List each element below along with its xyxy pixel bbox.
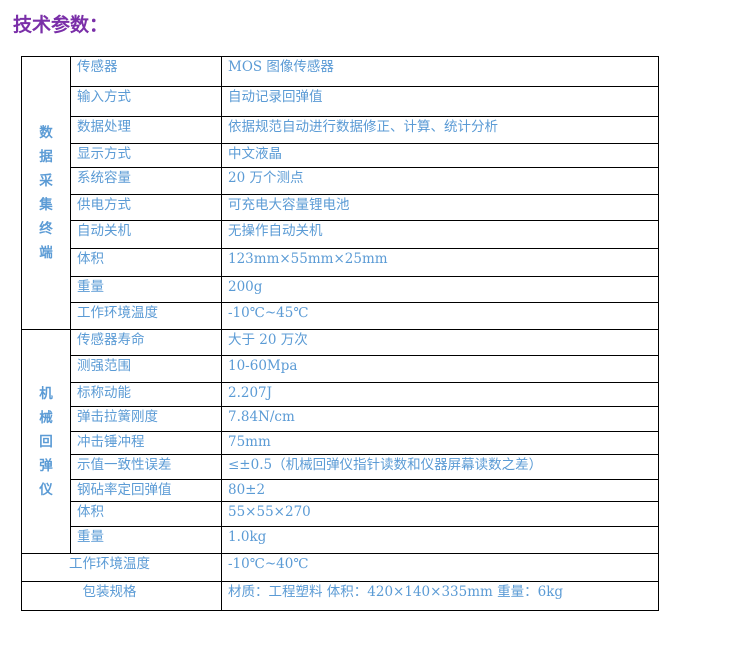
spec-row: 工作环境温度 -10℃~40℃ xyxy=(21,553,659,582)
param-name: 包装规格 xyxy=(21,581,222,611)
param-value: 1.0kg xyxy=(221,526,659,554)
param-name: 体积 xyxy=(70,248,222,277)
param-name: 输入方式 xyxy=(70,86,222,117)
group-label: 机械回弹仪 xyxy=(21,329,71,554)
param-value: 20 万个测点 xyxy=(221,167,659,195)
spec-row: 自动关机 无操作自动关机 xyxy=(22,220,659,249)
param-name: 标称动能 xyxy=(70,382,222,407)
spec-row: 体积 55×55×270 xyxy=(22,501,659,527)
param-name: 传感器寿命 xyxy=(70,329,222,356)
param-value: MOS 图像传感器 xyxy=(221,56,659,87)
section-title: 技术参数： xyxy=(13,14,109,36)
spec-row: 显示方式 中文液晶 xyxy=(22,143,659,168)
spec-row: 冲击锤冲程 75mm xyxy=(22,431,659,455)
spec-table: 数据采集终端 传感器 MOS 图像传感器 输入方式 自动记录回弹值 数据处理 依据规范自动进… xyxy=(21,56,659,611)
param-name: 钢砧率定回弹值 xyxy=(70,479,222,502)
param-name: 自动关机 xyxy=(70,220,222,249)
param-value: 7.84N/cm xyxy=(221,406,659,432)
spec-row: 测强范围 10-60Mpa xyxy=(22,355,659,383)
spec-row: 工作环境温度 -10℃~45℃ xyxy=(22,302,659,330)
param-name: 示值一致性误差 xyxy=(70,454,222,480)
spec-row: 示值一致性误差 ≤±0.5（机械回弹仪指针读数和仪器屏幕读数之差） xyxy=(22,454,659,480)
param-name: 系统容量 xyxy=(70,167,222,195)
param-value: 可充电大容量锂电池 xyxy=(221,194,659,221)
param-value: 依据规范自动进行数据修正、计算、统计分析 xyxy=(221,116,659,144)
spec-row: 供电方式 可充电大容量锂电池 xyxy=(22,194,659,221)
param-name: 工作环境温度 xyxy=(21,553,222,582)
param-name: 重量 xyxy=(70,526,222,554)
spec-row: 体积 123mm×55mm×25mm xyxy=(22,248,659,277)
group-label-text: 数据采集终端 xyxy=(39,125,53,261)
param-value: 自动记录回弹值 xyxy=(221,86,659,117)
spec-row: 弹击拉簧刚度 7.84N/cm xyxy=(22,406,659,432)
param-value: 75mm xyxy=(221,431,659,455)
param-name: 数据处理 xyxy=(70,116,222,144)
param-value: -10℃~40℃ xyxy=(221,553,659,582)
param-value: 55×55×270 xyxy=(221,501,659,527)
spec-row: 包装规格 材质：工程塑料 体积：420×140×335mm 重量：6kg xyxy=(21,581,659,611)
param-value: 2.207J xyxy=(221,382,659,407)
param-name: 弹击拉簧刚度 xyxy=(70,406,222,432)
param-name: 体积 xyxy=(70,501,222,527)
spec-row: 机械回弹仪 传感器寿命 大于 20 万次 xyxy=(21,329,659,554)
spec-row: 标称动能 2.207J xyxy=(22,382,659,407)
param-value: 200g xyxy=(221,276,659,303)
spec-row: 重量 200g xyxy=(22,276,659,303)
param-value: -10℃~45℃ xyxy=(221,302,659,330)
spec-row: 系统容量 20 万个测点 xyxy=(22,167,659,195)
spec-row: 输入方式 自动记录回弹值 xyxy=(22,86,659,117)
spec-row: 钢砧率定回弹值 80±2 xyxy=(22,479,659,502)
param-name: 重量 xyxy=(70,276,222,303)
param-value: 无操作自动关机 xyxy=(221,220,659,249)
param-value: 大于 20 万次 xyxy=(221,329,659,356)
param-value: 80±2 xyxy=(221,479,659,502)
param-name: 供电方式 xyxy=(70,194,222,221)
param-value: 中文液晶 xyxy=(221,143,659,168)
param-name: 传感器 xyxy=(70,56,222,87)
spec-row: 数据处理 依据规范自动进行数据修正、计算、统计分析 xyxy=(22,116,659,144)
param-value: ≤±0.5（机械回弹仪指针读数和仪器屏幕读数之差） xyxy=(221,454,659,480)
param-name: 工作环境温度 xyxy=(70,302,222,330)
param-name: 显示方式 xyxy=(70,143,222,168)
spec-row: 数据采集终端 传感器 MOS 图像传感器 xyxy=(21,56,659,330)
param-name: 冲击锤冲程 xyxy=(70,431,222,455)
group-label: 数据采集终端 xyxy=(21,56,71,330)
spec-row: 重量 1.0kg xyxy=(22,526,659,554)
param-value: 材质：工程塑料 体积：420×140×335mm 重量：6kg xyxy=(221,581,659,611)
param-value: 123mm×55mm×25mm xyxy=(221,248,659,277)
group-label-text: 机械回弹仪 xyxy=(39,385,53,498)
param-value: 10-60Mpa xyxy=(221,355,659,383)
param-name: 测强范围 xyxy=(70,355,222,383)
